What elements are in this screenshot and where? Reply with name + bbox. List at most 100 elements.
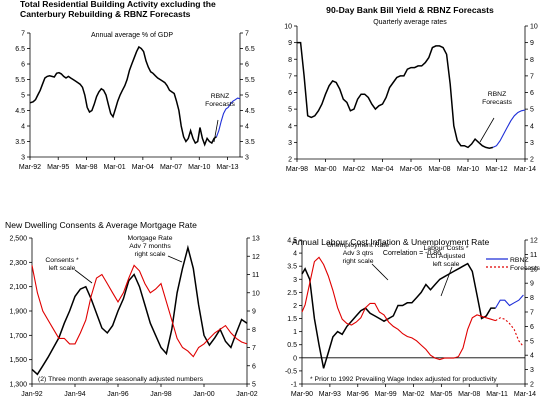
chart-3-y-left-tick-label: 2,100 (9, 284, 27, 291)
chart-4-y-right-tick-label: 10 (530, 266, 538, 273)
chart-2-title: 90-Day Bank Bill Yield & RBNZ Forecasts (326, 5, 494, 15)
chart-3-annotation-1: left scale (49, 265, 76, 272)
chart-3-annotation-2: Mortgage Rate (128, 235, 173, 242)
chart-4-legend-label-2: Forecasts (510, 265, 540, 272)
chart-4-unemployment-arrow (371, 263, 389, 281)
chart-1-annotation-1: Forecasts (205, 101, 235, 108)
chart-2-annotation-arrow (479, 117, 495, 143)
chart-4-y-left-tick-label: 0 (293, 355, 297, 362)
chart-1-x-tick-label: Mar-92 (19, 164, 41, 171)
chart-1-y-left-tick-label: 7 (21, 31, 25, 38)
chart-1-x-tick-label: Mar-04 (132, 164, 154, 171)
chart-1-annotation-1: RBNZ (211, 93, 230, 100)
chart-1-x-tick-label: Mar-95 (47, 164, 69, 171)
chart-2-annotation-1: Forecasts (482, 99, 512, 106)
chart-3-annotation-2: right scale (135, 251, 166, 258)
chart-3-consents-arrow (74, 269, 93, 284)
chart-1-x-tick-label: Mar-01 (104, 164, 126, 171)
chart-3-series-1-line (31, 244, 248, 376)
chart-3-x-tick-label: Jan-94 (64, 391, 86, 398)
chart-3-y-left-tick-label: 1,700 (9, 333, 27, 340)
chart-1-subtitle: Annual average % of GDP (91, 32, 173, 39)
chart-2-series-2-line (492, 109, 526, 148)
chart-4-y-right-tick-label: 7 (530, 310, 534, 317)
chart-4-y-left-tick-label: 3.5 (287, 264, 297, 271)
chart-1-y-left-tick-label: 5 (21, 93, 25, 100)
chart-3-y-left-tick-label: 1,300 (9, 382, 27, 389)
chart-2-y-left-tick-label: 7 (288, 73, 292, 80)
chart-3-y-left-tick-label: 1,500 (9, 357, 27, 364)
chart-1-series-1-line (29, 45, 217, 147)
chart-4-x-tick-label: Mar-96 (347, 391, 369, 398)
chart-2-y-right-tick-label: 9 (530, 40, 534, 47)
chart-2-y-left-tick-label: 5 (288, 107, 292, 114)
chart-3-y-right-tick-label: 9 (252, 309, 256, 316)
chart-2-y-right-tick-label: 6 (530, 90, 534, 97)
chart-1-y-right-tick-label: 5 (245, 93, 249, 100)
chart-2-x-tick-label: Mar-12 (485, 166, 507, 173)
chart-3-y-left-tick-label: 2,300 (9, 260, 27, 267)
chart-2-x-tick-label: Mar-02 (343, 166, 365, 173)
chart-3-y-right-tick-label: 11 (252, 272, 259, 279)
chart-1-x-tick-label: Mar-13 (216, 164, 238, 171)
chart-4-x-tick-label: Mar-90 (291, 391, 313, 398)
chart-2-y-right-tick-label: 7 (530, 73, 534, 80)
chart-4-annotation-1: right scale (343, 258, 374, 265)
chart-3-footnote: (2) Three month average seasonally adjus… (38, 376, 204, 383)
chart-3-mortgage-arrow (167, 255, 183, 263)
chart-4-annotation-2: left scale (433, 261, 460, 268)
chart-4-series-3-line (301, 256, 496, 361)
chart-2-subtitle: Quarterly average rates (373, 19, 447, 26)
chart-2-y-left-tick-label: 6 (288, 90, 292, 97)
chart-1-title: Canterbury Rebuilding & RBNZ Forecasts (20, 9, 191, 19)
chart-2-y-right-tick-label: 5 (530, 107, 534, 114)
chart-1-title: Total Residential Building Activity excl… (20, 0, 216, 9)
chart-4-y-right-tick-label: 2 (530, 382, 534, 389)
chart-4-x-tick-label: Mar-99 (375, 391, 397, 398)
chart-1-y-right-tick-label: 4 (245, 124, 249, 131)
chart-1-y-right-tick-label: 4.5 (245, 108, 255, 115)
chart-2-y-left-tick-label: 10 (284, 24, 292, 31)
chart-4-x-tick-label: Mar-05 (430, 391, 452, 398)
chart-3-y-right-tick-label: 13 (252, 236, 260, 243)
chart-1-y-right-tick-label: 3 (245, 155, 249, 162)
chart-4-x-tick-label: Mar-14 (514, 391, 536, 398)
chart-2-x-tick-label: Mar-00 (314, 166, 336, 173)
chart-4-x-tick-label: Mar-93 (319, 391, 341, 398)
chart-4-y-left-tick-label: 2.5 (287, 290, 297, 297)
chart-4-y-left-tick-label: -1 (291, 382, 297, 389)
chart-4-y-right-tick-label: 11 (530, 252, 537, 259)
chart-4-x-tick-label: Mar-11 (486, 391, 508, 398)
chart-1-y-right-tick-label: 6.5 (245, 46, 255, 53)
chart-2-y-left-tick-label: 9 (288, 40, 292, 47)
chart-3-y-right-tick-label: 5 (252, 382, 256, 389)
chart-4-legend-label-1: RBNZ (510, 257, 529, 264)
chart-4-series-2-line (495, 294, 524, 309)
chart-4-y-left-tick-label: 1.5 (287, 316, 297, 323)
chart-4-title: Annual Labour Cost Inflation & Unemploym… (292, 237, 490, 247)
chart-4-x-tick-label: Mar-08 (458, 391, 480, 398)
chart-2-y-right-tick-label: 10 (530, 24, 538, 31)
chart-4-annotation-1: Unemployment Rate (327, 242, 389, 249)
chart-4-annotation-1: Adv 3 qtrs (343, 250, 374, 257)
chart-3-annotation-2: Adv 7 months (129, 243, 171, 250)
chart-4-y-right-tick-label: 9 (530, 281, 534, 288)
chart-2-x-tick-label: Mar-04 (371, 166, 393, 173)
chart-1-y-left-tick-label: 5.5 (15, 77, 25, 84)
chart-4-y-right-tick-label: 3 (530, 367, 534, 374)
chart-2-annotation-1: RBNZ (488, 91, 507, 98)
chart-1-series-2-line (215, 97, 241, 137)
chart-2-y-right-tick-label: 3 (530, 140, 534, 147)
chart-2-x-tick-label: Mar-10 (457, 166, 479, 173)
chart-4-x-tick-label: Mar-02 (402, 391, 424, 398)
chart-2-x-tick-label: Mar-98 (286, 166, 308, 173)
chart-4-series-1-line (301, 262, 496, 369)
chart-4-footnote: * Prior to 1992 Prevailing Wage Index ad… (310, 376, 497, 383)
chart-2-x-tick-label: Mar-08 (428, 166, 450, 173)
chart-1-y-right-tick-label: 6 (245, 62, 249, 69)
chart-1-y-left-tick-label: 6 (21, 62, 25, 69)
chart-4-subtitle: Correlation = -0.86 (383, 250, 441, 257)
chart-4-y-right-tick-label: 6 (530, 324, 534, 331)
chart-3-annotation-1: Consents * (45, 257, 79, 264)
